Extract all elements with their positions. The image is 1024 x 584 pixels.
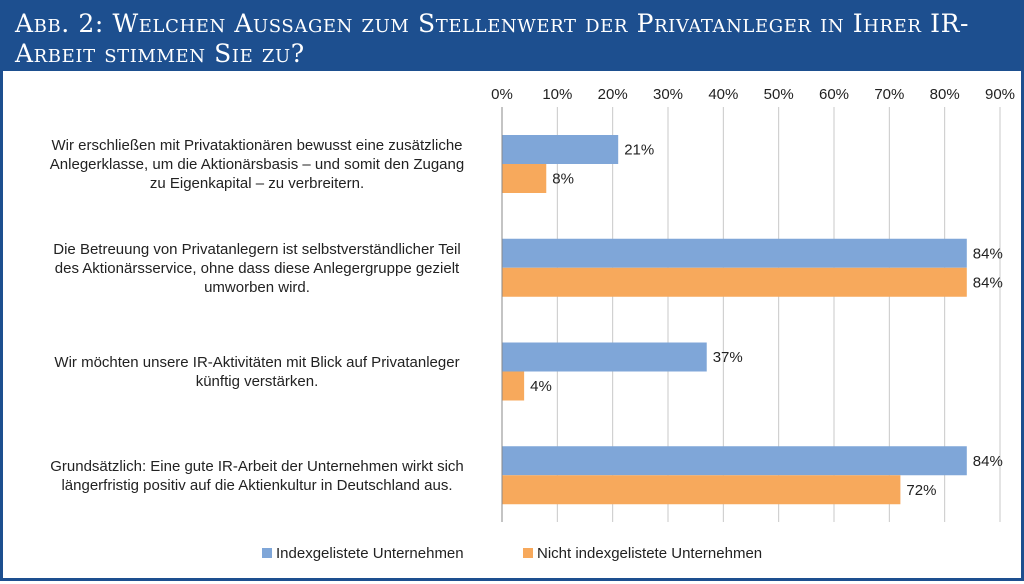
data-label: 72%	[906, 482, 936, 499]
category-label: Wir erschließen mit Privataktionären bew…	[52, 137, 463, 154]
x-tick-label: 30%	[653, 86, 683, 103]
x-tick-label: 70%	[874, 86, 904, 103]
legend-label: Nicht indexgelistete Unternehmen	[537, 545, 762, 562]
category-label: Die Betreuung von Privatanlegern ist sel…	[53, 241, 460, 258]
chart-area: 0% 10% 20% 30% 40% 50% 60% 70% 80% 90% Wir erschli…	[6, 74, 1018, 579]
x-tick-label: 0%	[491, 86, 513, 103]
bar-indexed	[502, 446, 967, 476]
x-tick-label: 60%	[819, 86, 849, 103]
bar-non-indexed	[502, 267, 967, 297]
x-tick-label: 90%	[985, 86, 1015, 103]
category-label: zu Eigenkapital – zu verbreitern.	[150, 175, 364, 192]
bar-chart: 0% 10% 20% 30% 40% 50% 60% 70% 80% 90% Wir erschli…	[50, 86, 1015, 562]
category-label: Wir möchten unsere IR-Aktivitäten mit Bl…	[54, 354, 459, 371]
data-label: 37%	[713, 349, 743, 366]
bar-indexed	[502, 135, 619, 164]
title-bar: Abb. 2: Welchen Aussagen zum Stellenwert…	[3, 3, 1021, 71]
category-label: des Aktionärsservice, ohne dass diese An…	[55, 260, 460, 277]
category-label: Grundsätzlich: Eine gute IR-Arbeit der U…	[50, 458, 464, 475]
data-label: 4%	[530, 378, 552, 395]
bar-non-indexed	[502, 371, 525, 401]
bar-indexed	[502, 238, 967, 268]
bar-indexed	[502, 342, 707, 372]
bar-non-indexed	[502, 164, 547, 193]
x-tick-label: 20%	[598, 86, 628, 103]
bar-non-indexed	[502, 475, 901, 505]
category-label: Anlegerklasse, um die Aktionärsbasis – u…	[50, 156, 464, 173]
x-tick-label: 10%	[542, 86, 572, 103]
data-label: 84%	[973, 274, 1003, 291]
category-label: längerfristig positiv auf die Aktienkult…	[61, 477, 452, 494]
figure-title: Abb. 2: Welchen Aussagen zum Stellenwert…	[15, 9, 970, 68]
data-label: 21%	[624, 142, 654, 159]
x-tick-label: 40%	[708, 86, 738, 103]
legend-swatch	[523, 548, 533, 558]
category-label: umworben wird.	[204, 279, 310, 296]
data-label: 84%	[973, 453, 1003, 470]
data-label: 84%	[973, 245, 1003, 262]
legend-swatch	[262, 548, 272, 558]
x-tick-label: 80%	[930, 86, 960, 103]
category-label: künftig verstärken.	[196, 373, 319, 390]
x-tick-label: 50%	[764, 86, 794, 103]
data-label: 8%	[552, 171, 574, 188]
legend-label: Indexgelistete Unternehmen	[276, 545, 464, 562]
